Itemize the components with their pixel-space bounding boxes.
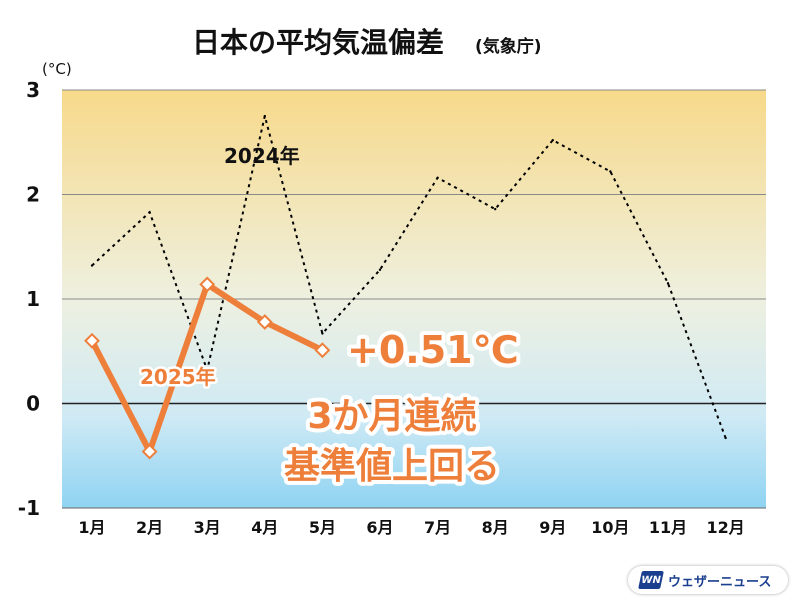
y-tick-4: -1 (18, 496, 40, 520)
point-2024-10 (609, 170, 612, 173)
point-2024-5 (321, 332, 324, 335)
point-2024-8 (494, 207, 497, 211)
weathernews-logo-text: ウェザーニュース (668, 574, 772, 590)
point-2024-1 (90, 264, 94, 267)
x-tick-10: 11月 (649, 518, 687, 537)
point-2024-9 (551, 138, 554, 142)
x-tick-1: 2月 (136, 518, 163, 537)
x-tick-3: 4月 (251, 518, 278, 537)
point-2024-7 (436, 176, 439, 179)
x-tick-labels: 1月 2月 3月 4月 5月 6月 7月 8月 9月 10月 11月 12月 (78, 518, 744, 537)
weathernews-logo-mark: WN (638, 571, 664, 589)
point-2024-12 (724, 436, 727, 440)
y-tick-2: 1 (26, 287, 40, 311)
x-tick-2: 3月 (194, 518, 221, 537)
point-2025-4 (256, 314, 273, 330)
series-label-2025: 2025年 (140, 365, 216, 389)
series-line-2024 (91, 115, 727, 439)
x-tick-6: 7月 (424, 518, 451, 537)
series-label-2024: 2024年 (224, 144, 300, 168)
x-tick-4: 5月 (309, 518, 336, 537)
y-tick-labels: 3 2 1 0 -1 (18, 78, 40, 520)
x-tick-9: 10月 (591, 518, 629, 537)
series-group (84, 114, 727, 460)
annotation-value: +0.51℃ (347, 328, 519, 372)
point-2024-11 (666, 282, 670, 285)
chart-title: 日本の平均気温偏差 (192, 26, 444, 59)
weathernews-logo: WN ウェザーニュース (628, 566, 788, 594)
annotation-line-1: 3か月連続 (307, 396, 476, 437)
y-tick-1: 2 (26, 183, 40, 207)
chart-subtitle: (気象庁) (475, 36, 542, 57)
point-2025-2 (141, 443, 158, 460)
annotation-line-2: 基準値上回る (284, 446, 500, 487)
point-2025-5 (314, 342, 331, 359)
point-2024-3 (206, 368, 209, 372)
x-tick-8: 9月 (539, 518, 566, 537)
x-tick-7: 8月 (482, 518, 509, 537)
y-tick-3: 0 (26, 392, 40, 416)
point-2024-2 (148, 211, 151, 214)
point-2024-6 (378, 268, 382, 271)
y-tick-0: 3 (26, 78, 40, 102)
point-2025-1 (84, 332, 100, 349)
point-2024-4 (263, 114, 266, 118)
grid-lines (62, 89, 766, 509)
x-tick-5: 6月 (366, 518, 393, 537)
x-tick-11: 12月 (706, 518, 744, 537)
y-axis-unit: (°C) (42, 60, 72, 78)
point-2025-3 (199, 276, 216, 293)
x-tick-0: 1月 (78, 518, 105, 537)
